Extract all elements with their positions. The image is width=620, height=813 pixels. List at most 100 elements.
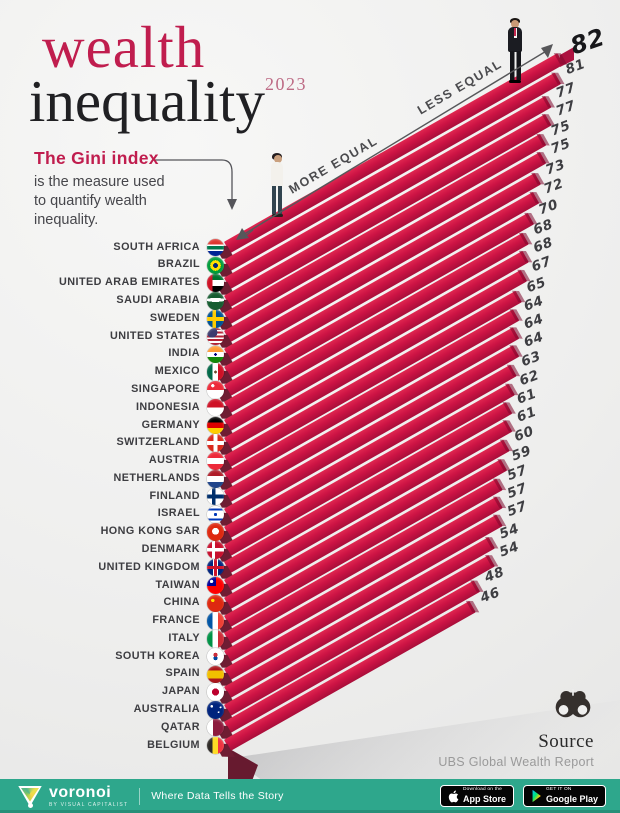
bar-right-cap: [553, 53, 567, 65]
gini-bar: 68: [214, 217, 556, 419]
country-label: SINGAPORE: [131, 382, 200, 395]
flag-icon: [206, 558, 224, 577]
flag-icon-fill: [206, 612, 224, 630]
bar-right-cap: [519, 250, 533, 262]
gini-value: 61: [514, 386, 539, 409]
bar-right-cap: [550, 72, 565, 84]
flag-icon-fill: [206, 718, 224, 737]
flag-icon-fill: [206, 541, 224, 559]
country-label: SAUDI ARABIA: [116, 294, 200, 307]
flag-icon: [206, 541, 224, 559]
gini-value: 75: [548, 118, 573, 141]
bar-left-cap: [214, 636, 235, 650]
country-label: INDIA: [168, 347, 200, 360]
bar-left-cap: [214, 405, 235, 419]
flag-icon-fill: [206, 630, 224, 648]
gini-value: 81: [563, 56, 588, 79]
bar-left-cap: [214, 352, 235, 366]
gini-bar: 64: [214, 311, 546, 508]
bar-right-cap: [509, 309, 523, 321]
bar-right-cap: [497, 458, 511, 470]
country-label: SWITZERLAND: [116, 436, 200, 449]
gini-bar: 63: [214, 348, 544, 543]
gini-bar: 57: [214, 499, 529, 686]
flag-icon-fill: [206, 256, 224, 275]
google-play-badge[interactable]: GET IT ON Google Play: [522, 785, 606, 807]
bar-right-cap: [536, 134, 550, 146]
app-store-line1: Download on the: [462, 787, 502, 793]
bar-left-cap: [214, 476, 235, 490]
gini-value: 64: [521, 311, 547, 334]
flag-icon: [206, 292, 224, 310]
country-label: FRANCE: [152, 614, 200, 627]
gini-value: 64: [521, 293, 547, 316]
gini-value: 57: [504, 480, 530, 503]
flag-icon: [206, 718, 224, 737]
flag-icon-fill: [206, 736, 224, 755]
country-label: SWEDEN: [149, 311, 200, 324]
gini-value: 75: [548, 135, 573, 158]
gini-value: 59: [509, 442, 534, 465]
gini-description: is the measure used to quantify wealth i…: [34, 173, 165, 230]
country-label: NETHERLANDS: [113, 471, 200, 484]
gini-bar: 57: [214, 463, 529, 650]
man-head: [511, 19, 519, 28]
bar-left-cap: [214, 672, 235, 686]
gini-description-line1: is the measure used: [34, 174, 165, 190]
apple-icon: [448, 790, 459, 802]
gini-bar: 77: [214, 80, 578, 294]
flag-icon-fill: [206, 416, 224, 435]
flag-icon: [206, 398, 224, 417]
bar-right-cap: [492, 514, 506, 526]
bar-left-cap: [214, 423, 235, 437]
man-tie: [514, 28, 517, 36]
more-equal-label: MORE EQUAL: [286, 133, 381, 197]
gini-value: 70: [536, 196, 561, 219]
man-hair: [510, 18, 520, 24]
bar-left-cap: [214, 245, 235, 259]
flag-icon-fill: [206, 470, 224, 488]
gini-value: 46: [478, 584, 503, 607]
man-shirt: [513, 27, 517, 38]
gini-value: 64: [521, 328, 547, 351]
gini-bar: 61: [214, 386, 539, 579]
country-label: HONG KONG SAR: [100, 525, 200, 538]
gini-bar: 65: [214, 274, 549, 472]
gini-bar: 75: [214, 118, 573, 330]
gini-bar: 61: [214, 404, 539, 597]
store-badges: Download on the App Store: [439, 785, 606, 807]
bar-left-cap: [214, 387, 235, 401]
gini-bar: 70: [214, 196, 561, 401]
bar-right-cap: [507, 364, 521, 376]
flag-icon: [206, 434, 224, 452]
gini-value: 77: [553, 97, 578, 120]
flag-icon: [206, 274, 224, 292]
woman-head: [273, 155, 282, 163]
gini-bar: 57: [214, 481, 529, 668]
bar-left-cap: [214, 369, 235, 383]
app-store-badge[interactable]: Download on the App Store: [439, 785, 514, 807]
brand-block: voronoi BY VISUAL CAPITALIST: [49, 784, 128, 808]
gini-value: 68: [531, 216, 556, 239]
voronoi-logo[interactable]: [18, 785, 42, 808]
gini-value: 48: [482, 564, 508, 587]
flag-icon: [206, 452, 224, 470]
bar-right-cap: [529, 191, 543, 203]
bar-right-cap: [541, 113, 555, 125]
bar-left-cap: [214, 743, 235, 757]
bar-right-cap: [536, 152, 550, 164]
flag-icon-fill: [206, 274, 224, 292]
flag-icon-fill: [206, 452, 224, 470]
flag-icon-fill: [206, 238, 224, 257]
flag-icon: [206, 470, 224, 488]
gini-value: 61: [514, 404, 539, 427]
country-label: SOUTH AFRICA: [113, 240, 200, 253]
bar-right-cap: [519, 232, 533, 245]
gini-value: 63: [519, 348, 544, 370]
bar-left-cap: [214, 547, 235, 561]
woman-figure: [266, 153, 288, 219]
country-label: BELGIUM: [147, 738, 200, 751]
bar-left-cap: [214, 441, 235, 454]
country-label: CHINA: [163, 596, 200, 609]
